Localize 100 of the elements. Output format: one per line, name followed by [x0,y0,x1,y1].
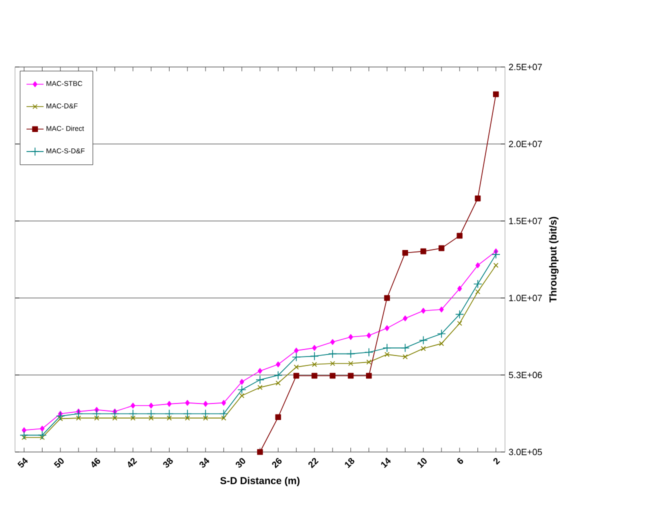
point [384,325,390,332]
point [384,295,390,301]
point [476,262,480,268]
point [76,416,82,421]
point [184,416,190,421]
x-tick-label: 34 [199,458,210,468]
point [420,346,426,352]
point [257,384,263,390]
point [312,345,317,351]
x-tick-label: 30 [236,458,246,468]
point [330,360,336,366]
point [92,409,102,418]
x-tick-label: 50 [54,458,64,468]
point [276,362,280,368]
point [22,435,27,440]
y-tick-label: 1.0E+07 [509,294,542,302]
y-tick-label: 5.3E+06 [508,372,542,378]
point [312,372,318,379]
point [438,341,444,346]
x-tick-label: 38 [163,458,173,468]
x-tick-label: 22 [308,458,319,468]
point [293,372,300,379]
point [221,400,226,406]
point [166,416,172,421]
point [239,393,244,398]
point [493,262,498,268]
point [455,310,464,319]
point [40,426,45,432]
point [201,409,210,418]
point [237,385,246,394]
x-tick-label: 26 [272,458,282,468]
point [185,400,190,406]
x-tick-label: 46 [92,458,100,468]
point [276,380,281,386]
point [492,250,500,259]
y-axis-title: Throughput (bit/s) [549,216,559,302]
point [310,352,319,361]
point [438,245,444,252]
x-tick-label: 10 [417,458,427,468]
point [493,91,499,98]
point [366,360,372,365]
point [420,248,426,254]
point [164,409,174,418]
point [312,362,317,367]
point [421,308,426,314]
point [474,196,481,202]
point [221,416,226,421]
point [382,344,392,352]
point [148,402,154,409]
point [40,435,45,440]
point [456,232,463,239]
point [402,354,408,360]
point [366,332,372,338]
x-tick-label: 54 [17,458,28,468]
point [473,280,482,288]
point [402,315,408,322]
point [166,401,172,407]
point [384,352,390,357]
y-tick-label: 2.5E+07 [508,64,542,70]
x-tick-label: 2 [493,458,500,465]
point [130,416,136,421]
point [274,370,283,380]
point [475,289,480,294]
point [348,360,354,366]
point [348,372,354,379]
point [146,409,156,418]
point [130,402,136,409]
point [257,449,263,455]
point [366,372,372,379]
point [402,250,408,256]
point [292,352,301,362]
point [364,348,374,357]
point [328,349,337,358]
point [240,378,244,385]
y-tick-label: 3.0E+05 [508,448,542,456]
point [203,401,208,407]
point [56,412,65,420]
point [148,416,154,421]
point [346,349,356,358]
point [348,334,354,340]
point [256,375,264,384]
point [58,416,63,422]
point [418,336,428,345]
point [20,430,28,440]
point [294,364,299,370]
point [94,416,100,421]
point [203,416,208,421]
point [128,409,138,418]
point [400,344,410,352]
point [219,409,228,418]
point [183,409,192,418]
point [457,320,462,326]
point [294,348,299,354]
point [437,329,446,338]
point [258,368,262,374]
point [74,409,83,418]
point [112,416,118,421]
point [275,414,282,420]
x-tick-label: 42 [128,458,138,468]
x-tick-label: 6 [457,458,464,464]
